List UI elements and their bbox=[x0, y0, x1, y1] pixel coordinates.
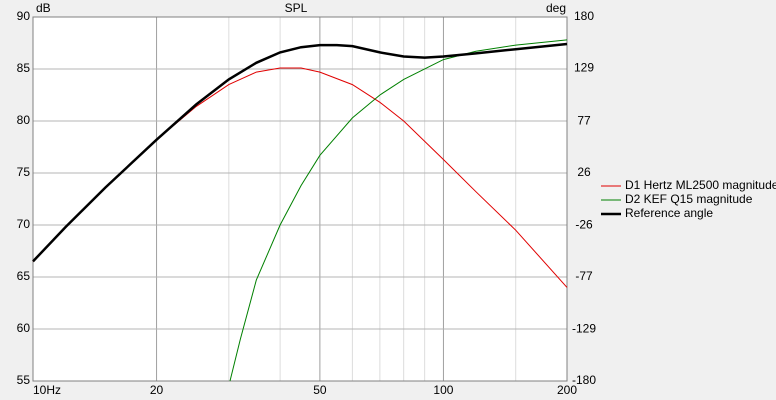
y-tick-label: 70 bbox=[17, 217, 31, 231]
y2-tick-label: 129 bbox=[574, 61, 594, 75]
x-tick-label: 20 bbox=[150, 383, 164, 397]
legend-label: D1 Hertz ML2500 magnitude bbox=[625, 178, 776, 192]
legend-label: D2 KEF Q15 magnitude bbox=[625, 192, 753, 206]
chart-title: SPL bbox=[285, 1, 308, 15]
y-tick-label: 65 bbox=[17, 269, 31, 283]
series-line bbox=[229, 39, 568, 382]
y-axis-label: dB bbox=[36, 1, 51, 15]
x-tick-label: 50 bbox=[313, 383, 327, 397]
y2-tick-label: -180 bbox=[572, 373, 596, 387]
y-tick-label: 60 bbox=[17, 321, 31, 335]
x-tick-label: 10Hz bbox=[33, 383, 61, 397]
y-tick-label: 90 bbox=[17, 9, 31, 23]
y-tick-label: 55 bbox=[17, 373, 31, 387]
plot-area bbox=[33, 17, 567, 381]
x-tick-label: 100 bbox=[433, 383, 453, 397]
y2-tick-label: -77 bbox=[575, 269, 593, 283]
series-line bbox=[32, 42, 568, 263]
y-tick-label: 80 bbox=[17, 113, 31, 127]
y-tick-label: 75 bbox=[17, 165, 31, 179]
x-tick-label: 200 bbox=[557, 383, 577, 397]
y2-tick-label: 180 bbox=[574, 9, 594, 23]
y-tick-label: 85 bbox=[17, 61, 31, 75]
y2-tick-label: 77 bbox=[577, 113, 591, 127]
y2-axis-label: deg bbox=[546, 1, 566, 15]
y2-tick-label: 26 bbox=[577, 165, 591, 179]
y2-tick-label: -26 bbox=[575, 217, 593, 231]
y2-tick-label: -129 bbox=[572, 322, 596, 336]
plot-border bbox=[32, 16, 568, 382]
legend-label: Reference angle bbox=[625, 206, 713, 220]
